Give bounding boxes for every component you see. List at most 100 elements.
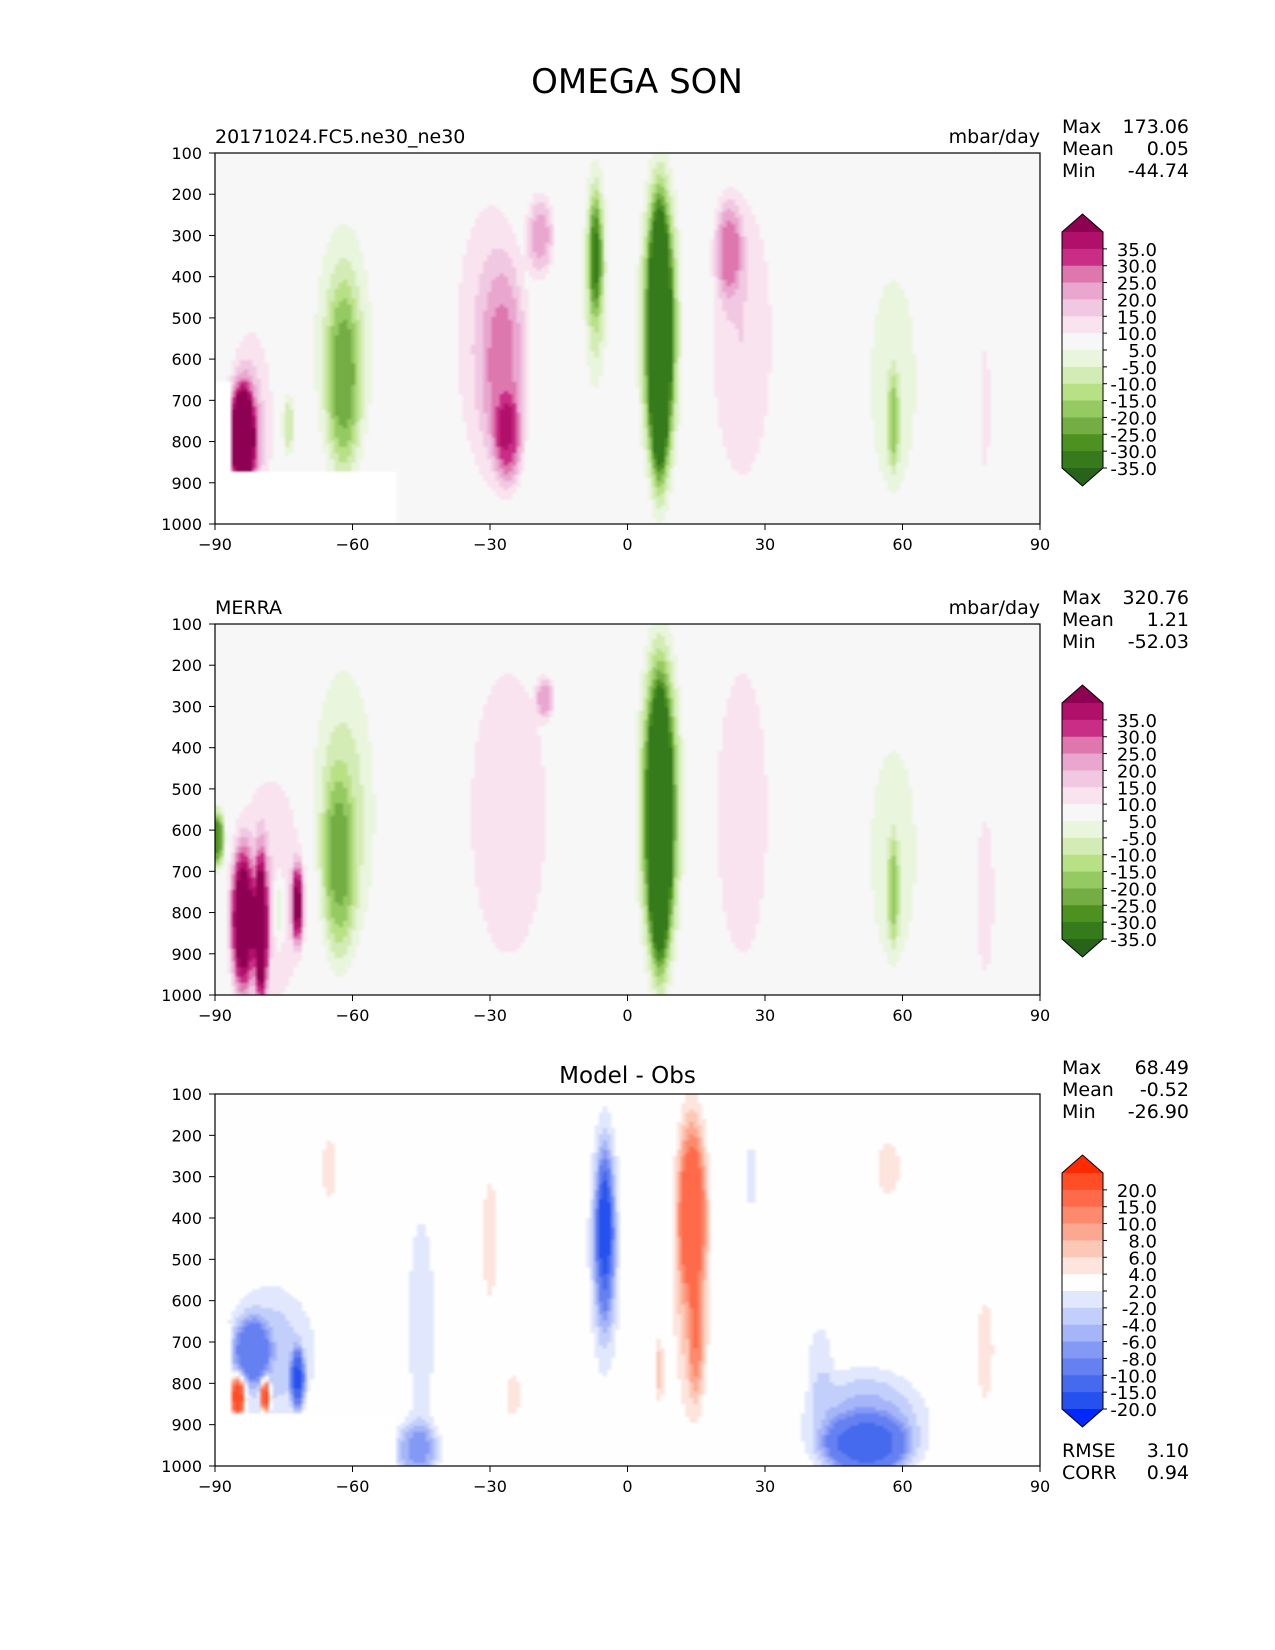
colorbar-bin	[1062, 333, 1103, 351]
colorbar-bin	[1062, 1324, 1103, 1343]
x-tick-label: −90	[198, 535, 232, 554]
colorbar-tick-label: 5.0	[1128, 341, 1157, 362]
y-tick-label: 1000	[161, 1457, 202, 1476]
x-tick-label: −90	[198, 1006, 232, 1025]
colorbar-extend-min	[1062, 939, 1103, 957]
colorbar-extend-max	[1062, 1155, 1103, 1173]
y-tick-label: 800	[171, 433, 202, 452]
colorbar-bin	[1062, 787, 1103, 805]
colorbar-tick-label: -25.0	[1110, 896, 1157, 917]
y-tick-label: 700	[171, 1333, 202, 1352]
colorbar-bin	[1062, 1392, 1103, 1410]
colorbar-bin	[1062, 1189, 1103, 1208]
y-tick-label: 900	[171, 474, 202, 493]
x-tick-label: −60	[336, 1477, 370, 1496]
y-tick-label: 400	[171, 739, 202, 758]
y-tick-label: 400	[171, 268, 202, 287]
colorbar-bin	[1062, 719, 1103, 738]
colorbar-bin	[1062, 383, 1103, 402]
x-tick-label: −90	[198, 1477, 232, 1496]
colorbar-bin	[1062, 770, 1103, 788]
y-tick-label: 800	[171, 1374, 202, 1393]
stat-value: 0.94	[1147, 1462, 1189, 1484]
colorbar-bin	[1062, 871, 1103, 889]
center-title: Model - Obs	[559, 1063, 696, 1089]
colorbar-tick-label: -20.0	[1110, 1400, 1157, 1421]
x-tick-label: −60	[336, 1006, 370, 1025]
colorbar-tick-label: -25.0	[1110, 425, 1157, 446]
colorbar-tick-label: 20.0	[1117, 290, 1157, 311]
colorbar-tick-label: 10.0	[1117, 795, 1157, 816]
panel-difference: −90 −60 −30 0 30 60 90 100 200 300 400 500 600 700 800…	[161, 1057, 1189, 1496]
x-tick-label: 90	[1030, 1477, 1050, 1496]
colorbar-tick-label: 20.0	[1117, 1181, 1157, 1202]
colorbar-extend-max	[1062, 214, 1103, 232]
colorbar-bin	[1062, 400, 1103, 418]
x-tick-label: 0	[622, 535, 632, 554]
x-tick-label: 0	[622, 1006, 632, 1025]
y-tick-label: 500	[171, 1250, 202, 1269]
colorbar-tick-label: -5.0	[1122, 829, 1157, 850]
colorbar-bin	[1062, 854, 1103, 873]
colorbar-tick-label: 15.0	[1117, 778, 1157, 799]
y-tick-label: 200	[171, 656, 202, 675]
contour-field	[215, 624, 1040, 995]
colorbar-bin	[1062, 299, 1103, 317]
x-tick-label: 30	[755, 1477, 775, 1496]
y-tick-label: 900	[171, 1416, 202, 1435]
colorbar-tick-label: 15.0	[1117, 1198, 1157, 1219]
figure-title: OMEGA SON	[531, 62, 743, 102]
colorbar-bin	[1062, 821, 1103, 839]
colorbar-tick-label: -4.0	[1122, 1316, 1157, 1337]
x-tick-label: 0	[622, 1477, 632, 1496]
stat-value: -52.03	[1128, 631, 1189, 653]
stat-value: 173.06	[1123, 116, 1189, 138]
stat-value: -0.52	[1140, 1079, 1189, 1101]
colorbar-bin	[1062, 1307, 1103, 1326]
colorbar-bin	[1062, 248, 1103, 267]
colorbar-tick-label: -10.0	[1110, 846, 1157, 867]
y-tick-label: 200	[171, 185, 202, 204]
y-tick-label: 300	[171, 697, 202, 716]
y-tick-label: 500	[171, 780, 202, 799]
colorbar-bin	[1062, 703, 1103, 721]
colorbar-tick-label: -10.0	[1110, 1366, 1157, 1387]
colorbar-tick-label: 5.0	[1128, 812, 1157, 833]
stat-value: -44.74	[1128, 160, 1189, 182]
stat-label: Min	[1062, 631, 1096, 653]
colorbar-tick-label: -20.0	[1110, 879, 1157, 900]
stat-value: 1.21	[1147, 609, 1189, 631]
colorbar-bin	[1062, 366, 1103, 385]
x-tick-label: 90	[1030, 1006, 1050, 1025]
x-tick-label: −30	[473, 1477, 507, 1496]
stat-label: Min	[1062, 1101, 1096, 1123]
colorbar: 35.030.025.020.015.010.05.0-5.0-10.0-15.…	[1061, 684, 1157, 958]
colorbar-bin	[1062, 1341, 1103, 1359]
x-tick-label: −30	[473, 1006, 507, 1025]
colorbar-bin	[1062, 265, 1103, 284]
x-tick-label: 60	[892, 1477, 912, 1496]
colorbar-bin	[1062, 1358, 1103, 1376]
y-tick-label: 700	[171, 391, 202, 410]
stat-label: Mean	[1062, 609, 1114, 631]
colorbar-tick-label: -5.0	[1122, 358, 1157, 379]
stat-label: Max	[1062, 1057, 1101, 1079]
colorbar-tick-label: -30.0	[1110, 442, 1157, 463]
colorbar-bin	[1062, 804, 1103, 822]
colorbar-bin	[1062, 1274, 1103, 1292]
x-tick-label: 60	[892, 1006, 912, 1025]
colorbar-bin	[1062, 1257, 1103, 1275]
stat-label: Mean	[1062, 1079, 1114, 1101]
colorbar-tick-label: -20.0	[1110, 408, 1157, 429]
colorbar-tick-label: -15.0	[1110, 863, 1157, 884]
y-tick-label: 600	[171, 821, 202, 840]
y-tick-label: 100	[171, 615, 202, 634]
colorbar-tick-label: 25.0	[1117, 745, 1157, 766]
colorbar-tick-label: -6.0	[1122, 1333, 1157, 1354]
colorbar-tick-label: 30.0	[1117, 728, 1157, 749]
units-label: mbar/day	[949, 126, 1040, 148]
y-tick-label: 100	[171, 1085, 202, 1104]
y-tick-label: 1000	[161, 986, 202, 1005]
colorbar-tick-label: 8.0	[1128, 1231, 1157, 1252]
colorbar-tick-label: 35.0	[1117, 240, 1157, 261]
